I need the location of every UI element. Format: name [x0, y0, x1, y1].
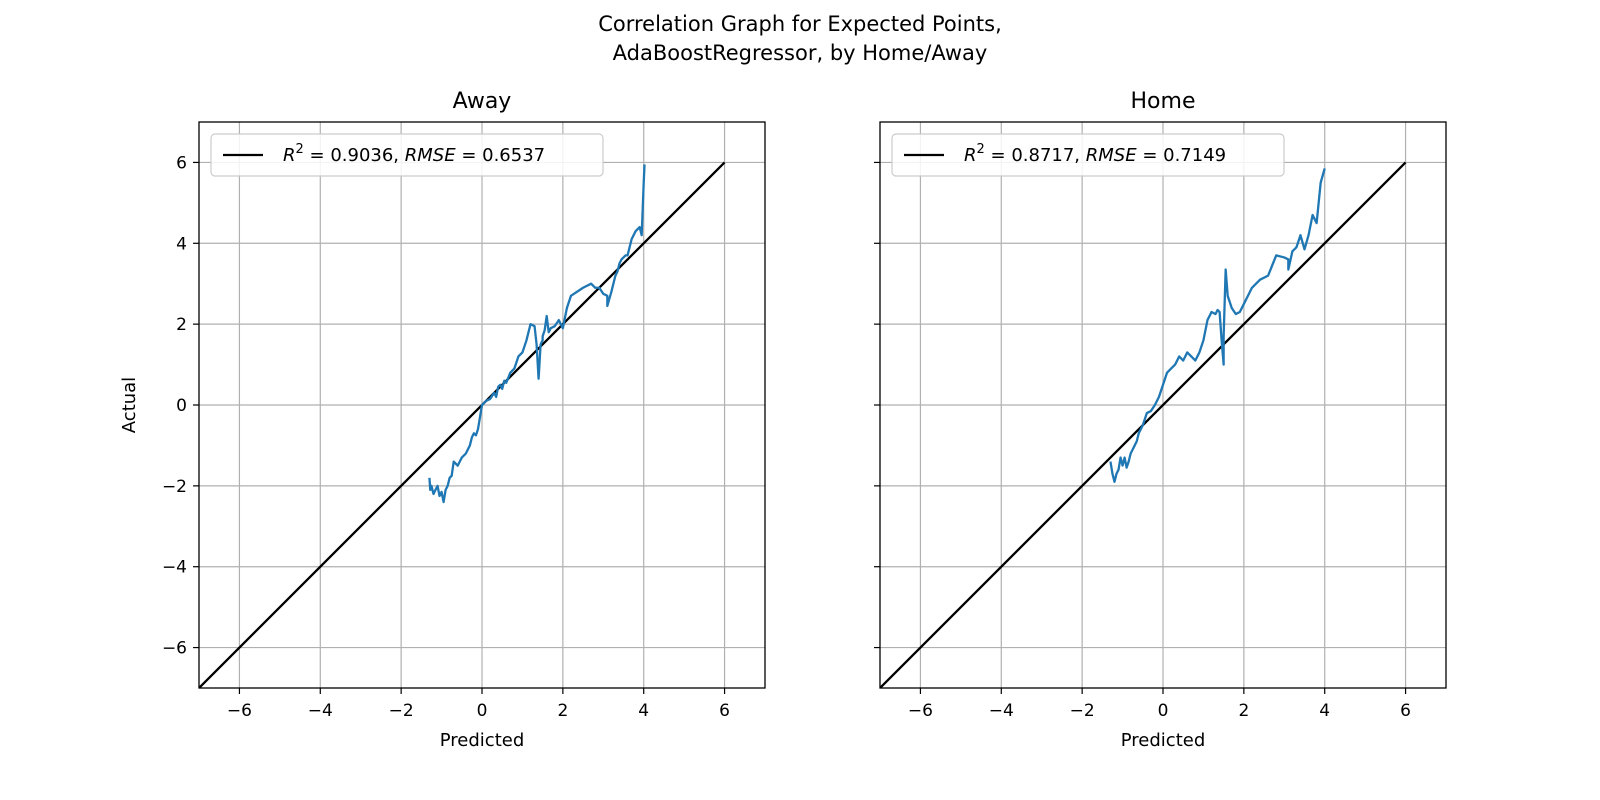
legend-label-part: = 0.9036,	[304, 145, 405, 166]
figure-title: Correlation Graph for Expected Points, A…	[598, 12, 1002, 65]
panel-away: −6 −4 −2 0 2 4 6 −6 −4 −2 0 2 4 6 Away Predicted Actual R…	[119, 89, 766, 751]
identity-line	[199, 161, 726, 688]
legend-label: R2 = 0.9036, RMSE = 0.6537	[283, 142, 545, 166]
y-axis-label: Actual	[119, 377, 140, 433]
y-tick-label: 2	[176, 315, 187, 335]
x-axis-label: Predicted	[440, 730, 525, 751]
panel-title: Home	[1131, 89, 1196, 114]
legend-label-part: = 0.6537	[456, 145, 546, 166]
legend-label-part: R	[964, 145, 977, 166]
x-tick-label: 0	[1158, 701, 1169, 721]
x-tick-label: 4	[638, 701, 649, 721]
y-tick-label: 4	[176, 234, 187, 254]
x-axis-label: Predicted	[1121, 730, 1206, 751]
x-tick-label: 2	[557, 701, 568, 721]
x-tick-label: 2	[1238, 701, 1249, 721]
x-tick-label: −2	[389, 701, 414, 721]
data-series-line	[1109, 168, 1326, 483]
x-tick-label: 6	[719, 701, 730, 721]
legend-label: R2 = 0.8717, RMSE = 0.7149	[964, 142, 1226, 166]
legend-label-part: = 0.7149	[1137, 145, 1227, 166]
panel-title: Away	[453, 89, 512, 114]
legend: R2 = 0.9036, RMSE = 0.6537	[210, 133, 604, 177]
y-tick-label: 6	[176, 153, 187, 173]
legend-box	[891, 133, 1285, 177]
x-tick-label: −6	[227, 701, 252, 721]
data-series-line	[428, 164, 646, 504]
legend-label-part: = 0.8717,	[985, 145, 1086, 166]
legend-label-part: 2	[296, 142, 304, 157]
legend-label-part: 2	[977, 142, 985, 157]
y-tick-label: −2	[162, 477, 187, 497]
x-tick-label: −6	[908, 701, 933, 721]
legend-label-part: RMSE	[405, 145, 456, 166]
y-tick-label: 0	[176, 396, 187, 416]
legend-box	[210, 133, 604, 177]
x-tick-label: 6	[1400, 701, 1411, 721]
legend: R2 = 0.8717, RMSE = 0.7149	[891, 133, 1285, 177]
x-tick-label: −4	[308, 701, 333, 721]
x-tick-label: 0	[477, 701, 488, 721]
x-tick-label: −2	[1070, 701, 1095, 721]
legend-label-part: RMSE	[1086, 145, 1137, 166]
x-tick-label: 4	[1319, 701, 1330, 721]
y-tick-label: −4	[162, 558, 187, 578]
legend-label-part: R	[283, 145, 296, 166]
y-tick-label: −6	[162, 639, 187, 659]
x-tick-label: −4	[989, 701, 1014, 721]
